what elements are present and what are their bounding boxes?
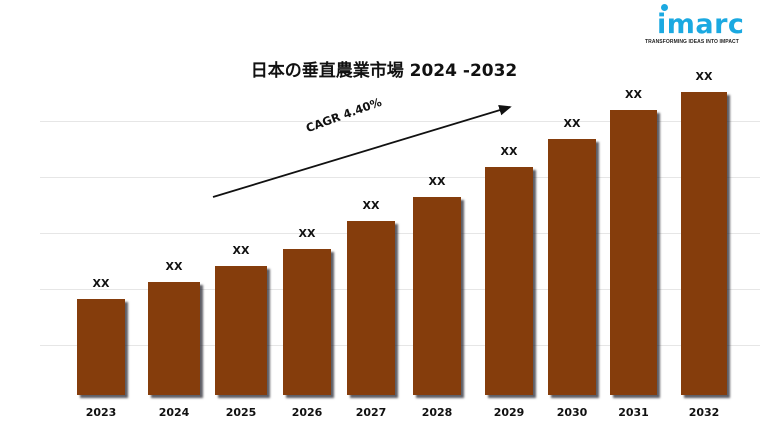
x-tick-label: 2023: [85, 406, 117, 419]
value-label: XX: [695, 70, 713, 83]
x-tick-label: 2028: [421, 406, 453, 419]
x-tick-label: 2030: [556, 406, 588, 419]
value-label: XX: [625, 88, 642, 101]
value-label: XX: [92, 277, 110, 290]
gridline: [40, 233, 760, 234]
logo-wordmark: imarc: [657, 9, 745, 40]
bar-2024: [148, 282, 200, 395]
value-label: XX: [428, 175, 446, 188]
bar-2030: [548, 139, 596, 395]
x-tick-label: 2032: [688, 406, 720, 419]
bar-2025: [215, 266, 267, 395]
imarc-logo: imarc TRANSFORMING IDEAS INTO IMPACT: [645, 4, 765, 48]
bar-2023: [77, 299, 125, 395]
logo-tagline: TRANSFORMING IDEAS INTO IMPACT: [645, 39, 739, 45]
gridline: [40, 177, 760, 178]
bar-2027: [347, 221, 395, 395]
logo-dot-icon: [661, 4, 668, 11]
x-tick-label: 2024: [158, 406, 190, 419]
value-label: XX: [563, 117, 581, 130]
value-label: XX: [165, 260, 183, 273]
chart-title: 日本の垂直農業市場 2024 -2032: [250, 61, 518, 81]
gridline: [40, 345, 760, 346]
value-label: XX: [500, 145, 518, 158]
gridline: [40, 121, 760, 122]
value-label: XX: [232, 244, 250, 257]
bar-2029: [485, 167, 533, 395]
x-tick-label: 2031: [618, 406, 649, 419]
value-label: XX: [298, 227, 316, 240]
bar-2026: [283, 249, 331, 395]
bar-2032: [681, 92, 727, 395]
x-tick-label: 2025: [225, 406, 257, 419]
value-label: XX: [362, 199, 380, 212]
bar-2031: [610, 110, 657, 395]
bar-2028: [413, 197, 461, 395]
x-tick-label: 2029: [493, 406, 525, 419]
gridline: [40, 289, 760, 290]
x-tick-label: 2027: [355, 406, 387, 419]
x-tick-label: 2026: [291, 406, 323, 419]
